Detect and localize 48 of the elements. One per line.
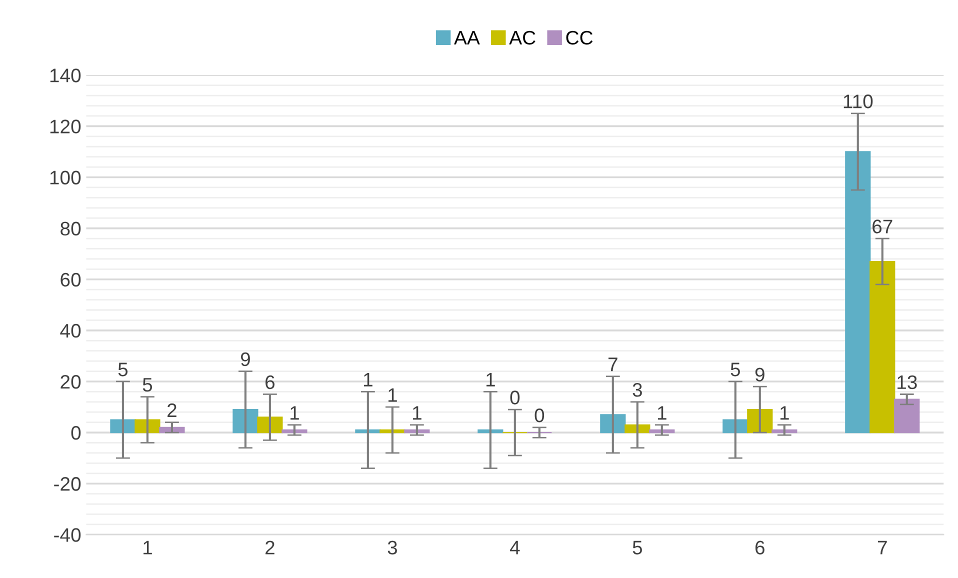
y-tick-label: 120 bbox=[50, 120, 81, 134]
y-tick-label: 40 bbox=[60, 324, 81, 338]
legend-label: AC bbox=[509, 30, 536, 45]
data-label: 9 bbox=[755, 368, 764, 382]
data-label: 7 bbox=[608, 358, 618, 372]
bar bbox=[282, 429, 308, 434]
x-tick-label: 7 bbox=[878, 540, 887, 554]
y-tick-label: 60 bbox=[60, 272, 81, 287]
data-label: 9 bbox=[240, 352, 250, 366]
x-tick-label: 6 bbox=[755, 540, 764, 554]
bar bbox=[600, 414, 626, 434]
x-tick-label: 3 bbox=[388, 540, 397, 554]
x-tick-label: 2 bbox=[266, 540, 274, 554]
data-label: 1 bbox=[290, 406, 299, 420]
bar bbox=[845, 151, 871, 434]
data-label: 2 bbox=[168, 403, 176, 418]
x-tick-label: 5 bbox=[632, 540, 642, 554]
legend-label: CC bbox=[566, 30, 593, 45]
data-label: 5 bbox=[118, 362, 128, 376]
data-label: 1 bbox=[486, 373, 495, 386]
y-tick-label: 80 bbox=[60, 222, 81, 236]
y-tick-label: 0 bbox=[71, 426, 81, 440]
y-tick-label: -40 bbox=[54, 528, 81, 542]
data-label: 110 bbox=[844, 94, 873, 108]
data-label: 6 bbox=[266, 375, 275, 390]
bar bbox=[894, 398, 920, 434]
data-label: 5 bbox=[142, 378, 152, 392]
data-label: 13 bbox=[898, 375, 917, 390]
x-tick-label: 1 bbox=[144, 540, 152, 554]
y-tick-label: 140 bbox=[50, 68, 81, 82]
data-label: 1 bbox=[364, 373, 372, 386]
bar bbox=[870, 260, 896, 434]
x-tick-label: 4 bbox=[510, 540, 520, 554]
data-label: 5 bbox=[730, 362, 740, 376]
data-label: 67 bbox=[872, 220, 892, 234]
data-label: 1 bbox=[388, 388, 397, 402]
data-label: 0 bbox=[510, 390, 520, 404]
y-tick-label: 100 bbox=[50, 170, 81, 184]
data-label: 1 bbox=[658, 406, 666, 420]
data-label: 0 bbox=[534, 408, 544, 422]
y-tick-label: -20 bbox=[54, 477, 81, 491]
bar bbox=[747, 409, 773, 434]
data-label: 1 bbox=[413, 406, 422, 420]
data-label: 3 bbox=[632, 383, 642, 397]
data-label: 1 bbox=[780, 406, 789, 420]
bar bbox=[257, 416, 283, 434]
legend-label: AA bbox=[454, 31, 480, 44]
y-tick-label: 20 bbox=[60, 374, 81, 389]
